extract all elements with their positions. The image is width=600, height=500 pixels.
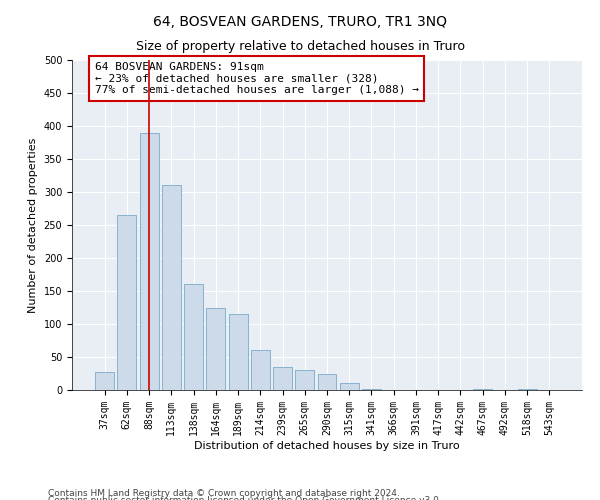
Text: Contains public sector information licensed under the Open Government Licence v3: Contains public sector information licen… xyxy=(48,496,442,500)
Bar xyxy=(317,374,337,390)
Bar xyxy=(295,370,314,390)
Bar xyxy=(273,367,292,390)
Bar xyxy=(206,308,225,390)
Bar xyxy=(95,372,114,390)
Bar xyxy=(340,384,359,390)
Text: Contains HM Land Registry data © Crown copyright and database right 2024.: Contains HM Land Registry data © Crown c… xyxy=(48,488,400,498)
Bar xyxy=(473,388,492,390)
Bar xyxy=(162,186,181,390)
X-axis label: Distribution of detached houses by size in Truro: Distribution of detached houses by size … xyxy=(194,440,460,450)
Bar xyxy=(251,350,270,390)
Y-axis label: Number of detached properties: Number of detached properties xyxy=(28,138,38,312)
Text: Size of property relative to detached houses in Truro: Size of property relative to detached ho… xyxy=(136,40,464,53)
Bar xyxy=(118,215,136,390)
Bar xyxy=(229,314,248,390)
Bar xyxy=(518,388,536,390)
Bar xyxy=(184,284,203,390)
Text: 64 BOSVEAN GARDENS: 91sqm
← 23% of detached houses are smaller (328)
77% of semi: 64 BOSVEAN GARDENS: 91sqm ← 23% of detac… xyxy=(95,62,419,95)
Bar xyxy=(362,388,381,390)
Bar xyxy=(140,132,158,390)
Text: 64, BOSVEAN GARDENS, TRURO, TR1 3NQ: 64, BOSVEAN GARDENS, TRURO, TR1 3NQ xyxy=(153,15,447,29)
